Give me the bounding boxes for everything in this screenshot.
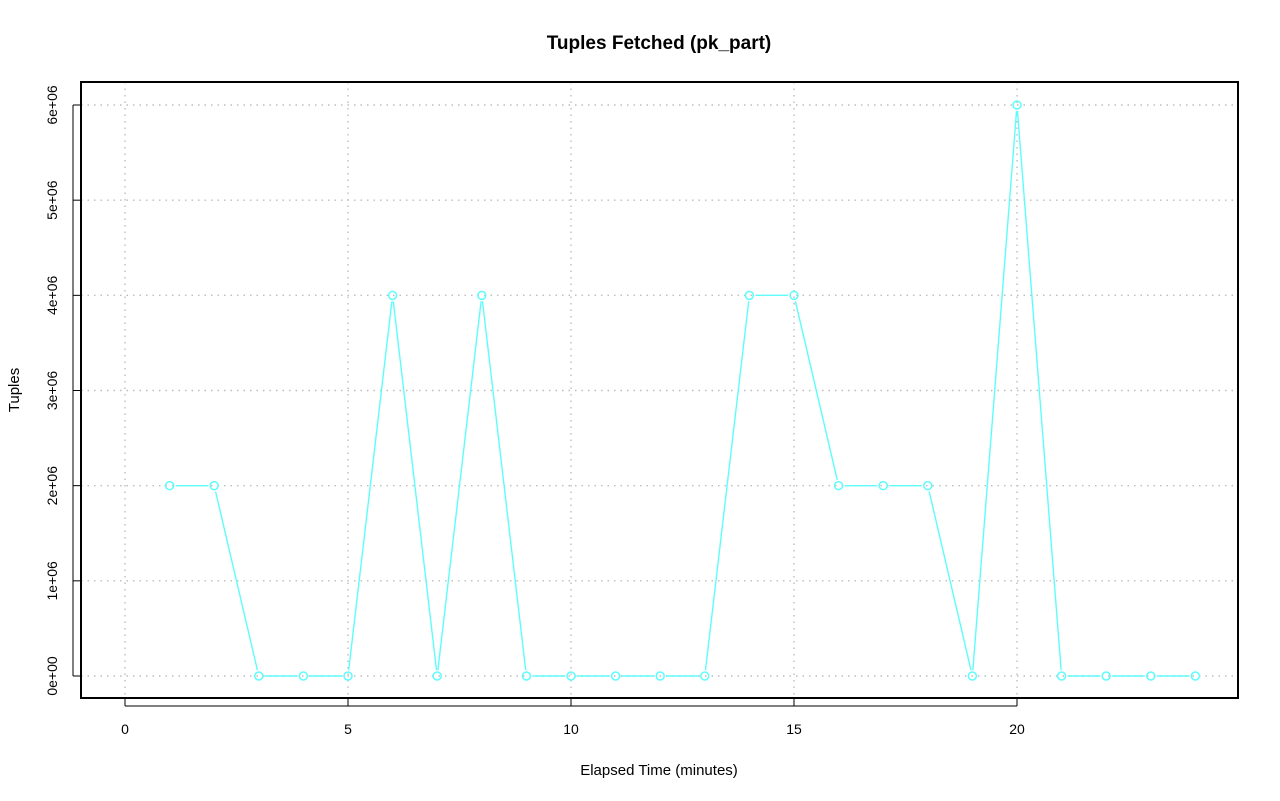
data-point: [1056, 671, 1067, 681]
series-line-segment: [348, 301, 393, 671]
y-tick-label: 5e+06: [44, 180, 60, 220]
data-point: [967, 671, 978, 681]
x-tick-label: 10: [563, 721, 579, 737]
y-axis: 0e+00 1e+06 2e+06 3e+06 4e+06 5e+06 6e+06: [44, 85, 81, 696]
data-point: [655, 671, 665, 681]
x-axis-title: Elapsed Time (minutes): [580, 762, 738, 779]
data-point: [789, 290, 799, 301]
data-point: [1012, 100, 1022, 110]
y-tick-label: 0e+00: [44, 656, 60, 696]
data-point: [1146, 671, 1156, 681]
series-line-segment: [214, 491, 259, 671]
y-tick-label: 6e+06: [44, 85, 60, 125]
x-tick-label: 0: [121, 721, 129, 737]
series-line-segment: [794, 301, 838, 480]
data-point: [343, 671, 353, 681]
series-line-segment: [928, 491, 972, 671]
x-axis: 0 5 10 15 20: [121, 698, 1025, 737]
series-line-segment: [1016, 110, 1062, 671]
y-tick-label: 3e+06: [44, 371, 60, 411]
series-line-segment: [704, 301, 750, 671]
data-point: [610, 671, 621, 681]
series-line-segment: [392, 301, 438, 671]
x-tick-label: 15: [786, 721, 802, 737]
y-tick-label: 4e+06: [44, 275, 60, 315]
data-point: [700, 671, 710, 681]
data-point: [878, 480, 888, 491]
series-line-segment: [437, 301, 482, 671]
y-axis-title: Tuples: [6, 368, 23, 412]
data-point: [521, 671, 532, 681]
data-point: [254, 671, 264, 681]
data-point: [1190, 671, 1201, 681]
data-point: [387, 290, 398, 301]
data-point: [432, 671, 442, 681]
data-point: [209, 480, 219, 491]
y-tick-label: 1e+06: [44, 561, 60, 601]
series-line-segment: [972, 110, 1018, 671]
data-point: [1101, 671, 1111, 681]
data-point: [566, 671, 576, 681]
grid-lines: [81, 82, 1238, 698]
y-tick-label: 2e+06: [44, 466, 60, 506]
data-point: [477, 290, 487, 301]
data-point: [744, 290, 755, 301]
chart-title: Tuples Fetched (pk_part): [547, 33, 772, 54]
data-point: [298, 671, 309, 681]
data-series: [164, 100, 1201, 681]
data-point: [164, 480, 175, 491]
data-point: [923, 480, 933, 491]
data-point: [833, 480, 844, 491]
x-tick-label: 5: [344, 721, 352, 737]
x-tick-label: 20: [1009, 721, 1025, 737]
series-line-segment: [481, 301, 527, 671]
